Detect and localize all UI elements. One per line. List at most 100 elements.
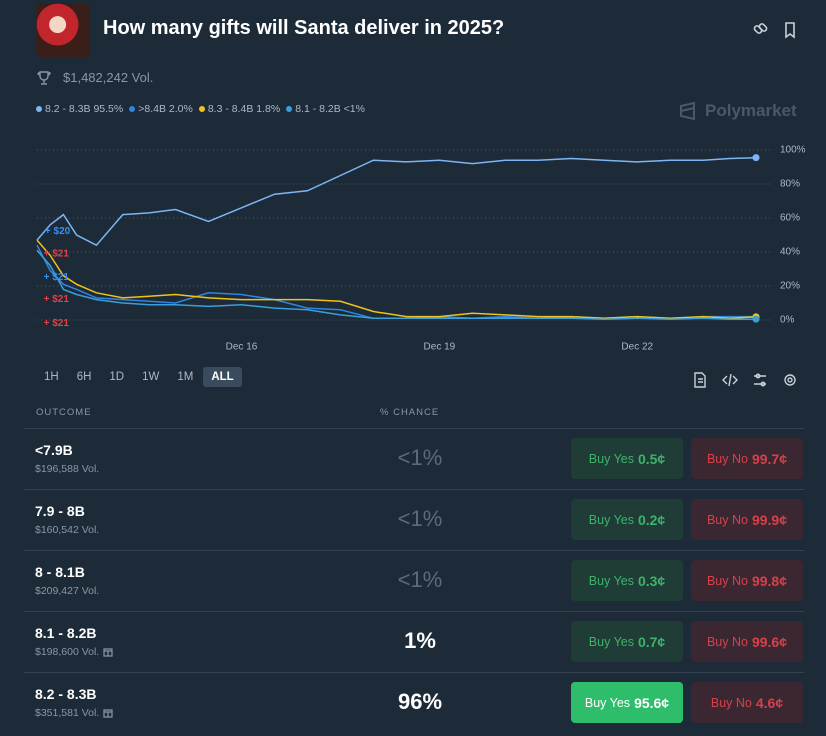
legend-name: 8.1 - 8.2B — [295, 103, 341, 115]
range-button[interactable]: 1D — [109, 371, 125, 383]
legend-name: >8.4B — [138, 103, 166, 115]
trade-annotation: + $21 — [44, 294, 70, 305]
y-tick-label: 20% — [780, 281, 800, 292]
outcome-name: <7.9B — [35, 442, 73, 458]
outcome-chance: 96% — [397, 689, 443, 714]
outcome-name: 7.9 - 8B — [35, 503, 85, 519]
buy-yes-price: 0.5¢ — [637, 450, 666, 467]
buy-yes-button[interactable]: Buy Yes 95.6¢ — [571, 682, 683, 723]
buy-no-label: Buy No — [706, 573, 748, 588]
range-button[interactable]: ALL — [203, 367, 242, 387]
y-tick-label: 0% — [780, 315, 795, 326]
legend-name: 8.2 - 8.3B — [45, 103, 91, 115]
buy-no-button[interactable]: Buy No 99.9¢ — [691, 499, 803, 540]
buy-no-button[interactable]: Buy No 4.6¢ — [691, 682, 803, 723]
buy-yes-price: 0.7¢ — [637, 633, 666, 650]
buy-no-button[interactable]: Buy No 99.8¢ — [691, 560, 803, 601]
column-header: OUTCOME — [36, 407, 92, 418]
series-end-dot — [752, 154, 760, 162]
y-tick-label: 100% — [780, 145, 806, 156]
outcome-row[interactable]: 8 - 8.1B $209,427 Vol. <1% Buy Yes 0.3¢ Buy N… — [24, 550, 804, 612]
outcome-chance: <1% — [397, 445, 443, 470]
column-header: % CHANCE — [380, 407, 440, 418]
buy-yes-button[interactable]: Buy Yes 0.7¢ — [571, 621, 683, 662]
buy-yes-price: 0.2¢ — [637, 511, 666, 528]
header-icons[interactable] — [752, 21, 802, 39]
buy-no-label: Buy No — [710, 695, 752, 710]
x-tick-label: Dec 22 — [621, 342, 653, 353]
brand: Polymarket — [705, 101, 797, 120]
series-line — [36, 249, 756, 320]
buy-no-price: 99.9¢ — [751, 511, 788, 528]
buy-yes-price: 0.3¢ — [637, 572, 666, 589]
buy-no-price: 99.6¢ — [751, 633, 788, 650]
legend: 8.2 - 8.3B 95.5% >8.4B 2.0% 8.3 - 8.4B 1.8… — [36, 103, 365, 115]
buy-no-button[interactable]: Buy No 99.7¢ — [691, 438, 803, 479]
legend-item: >8.4B 2.0% — [129, 103, 193, 115]
chart-tools[interactable] — [692, 371, 802, 389]
legend-item: 8.3 - 8.4B 1.8% — [198, 103, 281, 115]
x-tick-label: Dec 19 — [424, 342, 456, 353]
brand-logo — [680, 101, 695, 121]
buy-yes-button[interactable]: Buy Yes 0.3¢ — [571, 560, 683, 601]
gift-icon — [103, 648, 113, 657]
legend-value: 95.5% — [93, 103, 124, 115]
y-tick-label: 80% — [780, 179, 800, 190]
trade-annotation: + $21 — [44, 318, 70, 329]
trade-annotation: + $21 — [44, 272, 70, 283]
outcome-volume: $196,588 Vol. — [35, 463, 100, 475]
outcome-chance: <1% — [397, 506, 443, 531]
outcome-volume: $351,581 Vol. — [35, 707, 113, 719]
buy-no-price: 4.6¢ — [755, 694, 784, 711]
outcome-chance: <1% — [397, 567, 443, 592]
buy-yes-label: Buy Yes — [588, 634, 634, 649]
outcome-row[interactable]: <7.9B $196,588 Vol. <1% Buy Yes 0.5¢ Buy No 99… — [24, 428, 804, 490]
outcome-volume: $209,427 Vol. — [35, 585, 100, 597]
y-tick-label: 40% — [780, 247, 800, 258]
buy-yes-label: Buy Yes — [588, 451, 634, 466]
series-line — [36, 239, 757, 320]
outcome-volume: $160,542 Vol. — [35, 524, 100, 536]
buy-yes-button[interactable]: Buy Yes 0.2¢ — [571, 499, 683, 540]
legend-dot — [129, 106, 136, 113]
outcome-name: 8 - 8.1B — [35, 564, 85, 580]
range-button[interactable]: 1H — [44, 371, 59, 383]
buy-no-price: 99.7¢ — [751, 450, 788, 467]
outcome-row[interactable]: 7.9 - 8B $160,542 Vol. <1% Buy Yes 0.2¢ Buy N… — [24, 489, 804, 551]
total-volume: $1,482,242 Vol. — [63, 70, 154, 85]
buy-yes-price: 95.6¢ — [634, 694, 670, 711]
buy-no-label: Buy No — [706, 512, 748, 527]
legend-dot — [36, 106, 42, 113]
x-tick-label: Dec 16 — [226, 342, 258, 353]
buy-yes-button[interactable]: Buy Yes 0.5¢ — [571, 438, 683, 479]
buy-yes-label: Buy Yes — [584, 695, 631, 710]
series-line — [36, 156, 757, 247]
buy-no-price: 99.8¢ — [751, 572, 788, 589]
buy-no-button[interactable]: Buy No 99.6¢ — [691, 621, 803, 662]
series-end-dot — [752, 315, 760, 323]
range-button[interactable]: 6H — [76, 371, 92, 383]
legend-value: 2.0% — [168, 103, 193, 115]
buy-yes-label: Buy Yes — [588, 573, 634, 588]
outcome-name: 8.1 - 8.2B — [35, 625, 97, 641]
outcome-volume: $198,600 Vol. — [35, 646, 113, 658]
market-image — [36, 3, 90, 57]
outcome-row[interactable]: 8.2 - 8.3B $351,581 Vol. 96% Buy Yes 95.6¢ Bu… — [24, 672, 804, 734]
market-title: How many gifts will Santa deliver in 202… — [103, 17, 505, 39]
price-chart: 0% 20% 40% 60% 80% 100% Dec 16 Dec 19 Dec 22 + $2… — [36, 145, 806, 353]
range-button[interactable]: 1M — [177, 371, 194, 383]
series-line — [36, 244, 756, 320]
trade-annotation: + $20 — [45, 226, 71, 237]
outcome-row[interactable]: 8.1 - 8.2B $198,600 Vol. 1% Buy Yes 0.7¢ Buy … — [24, 611, 804, 673]
gift-icon — [103, 709, 113, 718]
trophy-icon — [37, 71, 51, 85]
outcome-name: 8.2 - 8.3B — [35, 686, 97, 702]
range-selector: 1H 6H 1D 1W 1M ALL — [36, 367, 244, 387]
range-button[interactable]: 1W — [142, 371, 160, 383]
legend-item: 8.1 - 8.2B <1% — [286, 103, 365, 115]
legend-name: 8.3 - 8.4B — [207, 103, 254, 115]
legend-value: 1.8% — [256, 103, 281, 115]
y-tick-label: 60% — [780, 213, 800, 224]
trade-annotation: + $21 — [44, 248, 70, 259]
outcome-chance: 1% — [404, 628, 436, 653]
